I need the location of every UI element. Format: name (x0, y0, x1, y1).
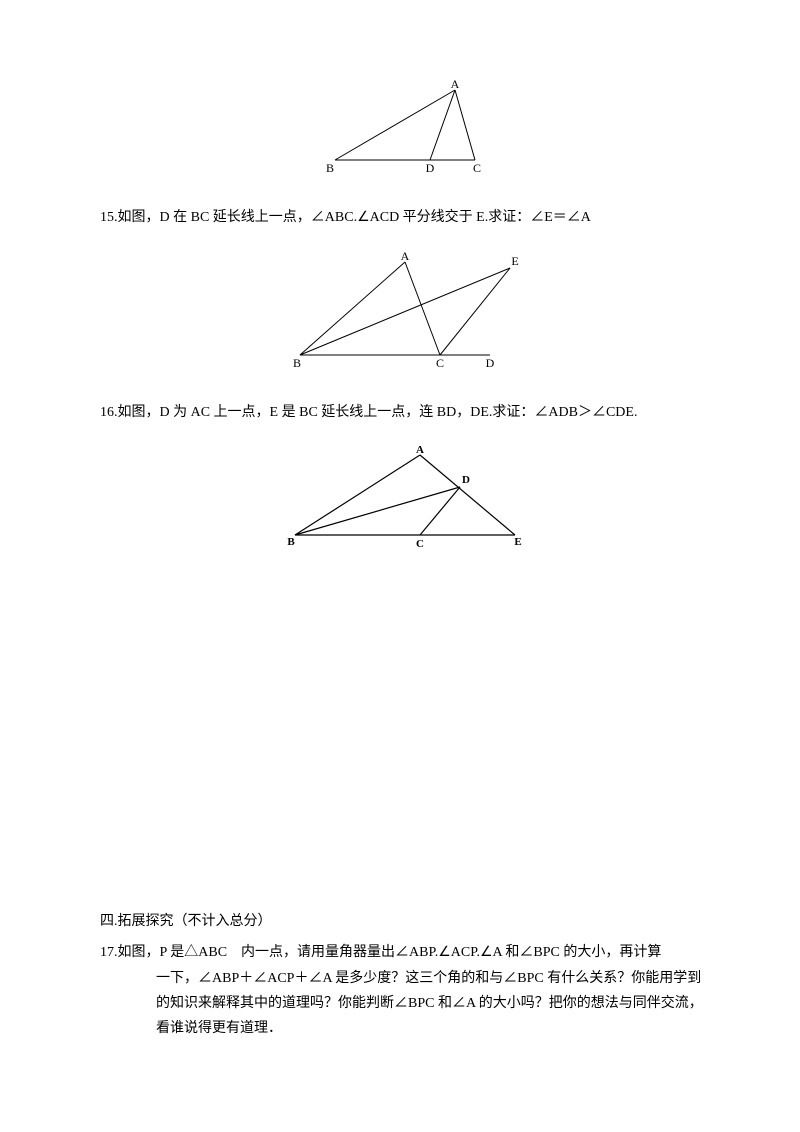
problem-15-number: 15. (100, 210, 118, 225)
label-a: A (451, 80, 460, 91)
label-c: C (436, 356, 444, 370)
label-a: A (401, 250, 410, 263)
figure-14-container: A B C D (100, 80, 720, 175)
figure-15-container: A B C D E (100, 250, 720, 370)
problem-17-l4: 看谁说得更有道理． (100, 1016, 720, 1041)
line-ab (300, 262, 405, 355)
problem-17-l1: 如图，P 是△ABC 内一点，请用量角器量出∠ABP.∠ACP.∠A 和∠BPC… (118, 945, 662, 960)
label-a: A (416, 445, 424, 456)
line-dc (420, 487, 460, 535)
problem-17-number: 17. (100, 945, 118, 960)
figure-16-container: A B C D E (100, 445, 720, 550)
problem-15-body: 如图，D 在 BC 延长线上一点，∠ABC.∠ACD 平分线交于 E.求证：∠E… (118, 210, 591, 225)
problem-17-l3: 的知识来解释其中的道理吗？你能判断∠BPC 和∠A 的大小吗？把你的想法与同伴交… (100, 991, 720, 1016)
label-e: E (511, 254, 518, 268)
line-ca (455, 90, 475, 160)
label-c: C (416, 538, 424, 550)
problem-17: 17.如图，P 是△ABC 内一点，请用量角器量出∠ABP.∠ACP.∠A 和∠… (100, 940, 720, 1041)
problem-15-text: 15.如图，D 在 BC 延长线上一点，∠ABC.∠ACD 平分线交于 E.求证… (100, 205, 720, 230)
line-ad (430, 90, 455, 160)
problem-17-line1: 17.如图，P 是△ABC 内一点，请用量角器量出∠ABP.∠ACP.∠A 和∠… (100, 940, 720, 965)
label-c: C (473, 161, 481, 175)
line-ca (405, 262, 440, 355)
label-e: E (514, 536, 521, 548)
line-bd (295, 487, 460, 535)
figure-16-svg: A B C D E (285, 445, 535, 550)
label-b: B (326, 161, 334, 175)
problem-16-number: 16. (100, 405, 118, 420)
line-ab (295, 455, 420, 535)
label-d: D (426, 161, 435, 175)
label-b: B (287, 536, 295, 548)
problem-15: 15.如图，D 在 BC 延长线上一点，∠ABC.∠ACD 平分线交于 E.求证… (100, 205, 720, 370)
figure-15-svg: A B C D E (285, 250, 535, 370)
problem-16-text: 16.如图，D 为 AC 上一点，E 是 BC 延长线上一点，连 BD，DE.求… (100, 400, 720, 425)
section-4-title: 四.拓展探究（不计入总分） (100, 910, 720, 930)
problem-16: 16.如图，D 为 AC 上一点，E 是 BC 延长线上一点，连 BD，DE.求… (100, 400, 720, 550)
problem-16-body: 如图，D 为 AC 上一点，E 是 BC 延长线上一点，连 BD，DE.求证：∠… (118, 405, 638, 420)
line-ab (335, 90, 455, 160)
figure-14-svg: A B C D (325, 80, 495, 175)
label-d: D (462, 474, 470, 486)
line-be (300, 268, 510, 355)
label-d: D (486, 356, 495, 370)
line-ce (440, 268, 510, 355)
label-b: B (293, 356, 301, 370)
problem-17-l2: 一下，∠ABP＋∠ACP＋∠A 是多少度？这三个角的和与∠BPC 有什么关系？你… (100, 966, 720, 991)
